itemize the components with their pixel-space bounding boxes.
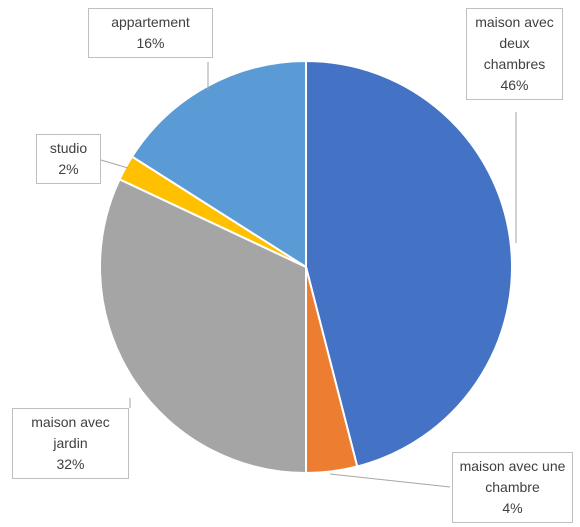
percent-label: 2% <box>58 161 79 177</box>
pie-slice <box>130 59 307 269</box>
data-label: appartement 16% <box>88 8 213 58</box>
category-name: maison avec jardin <box>31 414 110 451</box>
category-name: studio <box>49 140 88 156</box>
category-name: maison avec une chambre <box>459 458 566 495</box>
category-name: appartement <box>111 14 190 30</box>
pie-slice <box>99 177 307 475</box>
percent-label: 32% <box>56 456 85 472</box>
percent-label: 16% <box>136 35 165 51</box>
percent-label: 4% <box>502 500 523 516</box>
category-name: maison avec deux chambres <box>475 14 554 72</box>
data-label: studio 2% <box>36 134 101 184</box>
data-label: maison avec jardin 32% <box>12 408 129 479</box>
leader-line <box>100 159 129 169</box>
data-label: maison avec une chambre 4% <box>452 452 573 523</box>
data-label: maison avec deux chambres 46% <box>466 8 563 100</box>
leader-line <box>329 473 451 488</box>
pie-slice <box>305 59 513 468</box>
percent-label: 46% <box>500 77 529 93</box>
